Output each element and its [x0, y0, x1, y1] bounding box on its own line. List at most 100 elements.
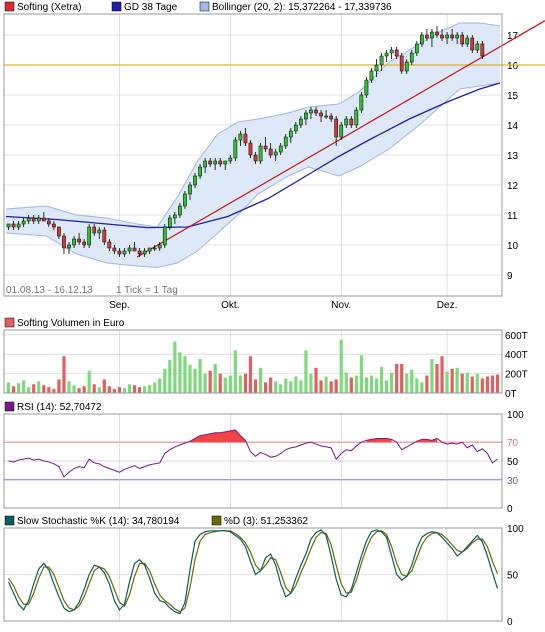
candle-body	[440, 34, 444, 39]
volume-bar	[258, 367, 263, 393]
volume-bar	[203, 373, 207, 393]
volume-bar	[445, 371, 449, 393]
volume-bar	[198, 359, 202, 393]
volume-tick-label: 0T	[505, 389, 517, 400]
volume-bar	[143, 386, 147, 393]
candle-body	[268, 148, 273, 156]
volume-bar	[188, 364, 192, 393]
candle-body	[404, 61, 409, 72]
date-range-label: 01.08.13 - 16.12.13	[6, 285, 93, 296]
volume-bar	[430, 359, 434, 393]
volume-bar	[173, 341, 177, 393]
volume-bar	[289, 381, 293, 393]
volume-bar	[92, 384, 96, 393]
candle-body	[238, 133, 243, 141]
candle-body	[31, 217, 36, 222]
candle-body	[208, 160, 213, 165]
tick-info-label: 1 Tick = 1 Tag	[116, 285, 178, 296]
volume-bar	[349, 377, 353, 393]
candle-body	[339, 124, 344, 138]
volume-bar	[253, 379, 258, 393]
volume-bar	[117, 387, 122, 393]
price-tick-label: 16	[507, 61, 519, 72]
candle-body	[450, 34, 454, 39]
volume-bar	[334, 379, 338, 393]
candle-body	[394, 49, 399, 57]
candle-body	[193, 175, 197, 186]
volume-bar	[11, 386, 16, 393]
volume-bar	[97, 387, 101, 393]
candle-body	[11, 223, 16, 228]
candle-body	[314, 109, 318, 114]
candle-body	[475, 43, 480, 51]
volume-bar	[248, 356, 253, 393]
candle-body	[152, 247, 157, 250]
volume-panel: 0T 200T 400T 600T	[3, 329, 528, 400]
volume-bar	[47, 387, 51, 393]
candle-body	[57, 226, 61, 237]
candle-body	[258, 145, 263, 162]
volume-bar	[27, 387, 31, 393]
price-tick-label: 10	[507, 241, 519, 252]
volume-bar	[495, 374, 500, 393]
volume-bar	[82, 386, 86, 393]
volume-bar	[354, 375, 358, 393]
volume-bar	[264, 382, 268, 393]
legend-label-volume: Softing Volumen in Euro	[17, 318, 125, 329]
candle-body	[430, 31, 434, 39]
month-label-sep: Sep.	[109, 300, 130, 311]
volume-bar	[213, 363, 217, 393]
legend-swatch-d	[211, 515, 222, 526]
volume-bar	[17, 383, 21, 393]
candle-body	[142, 250, 147, 255]
volume-bar	[37, 381, 41, 393]
stoch-frame	[3, 527, 503, 622]
volume-bar	[6, 382, 11, 393]
candle-body	[52, 223, 56, 228]
volume-bar	[324, 376, 328, 393]
volume-bar	[485, 376, 489, 393]
candle-body	[228, 157, 233, 162]
candle-body	[132, 247, 137, 252]
legend-swatch-volume	[4, 317, 15, 328]
stoch-tick-label: 50	[507, 571, 519, 582]
candle-body	[183, 193, 187, 207]
legend-swatch-ma	[111, 1, 122, 12]
volume-bar	[490, 375, 495, 393]
volume-bar	[132, 385, 137, 393]
volume-bar	[228, 375, 232, 393]
volume-bar	[42, 385, 46, 393]
stochastic-panel: 0 50 100	[3, 524, 524, 628]
volume-bar	[193, 368, 197, 393]
candle-body	[173, 214, 177, 219]
candle-body	[188, 184, 192, 195]
candle-body	[460, 34, 465, 45]
candle-body	[41, 217, 46, 222]
candle-body	[36, 217, 41, 222]
candle-body	[445, 34, 449, 39]
volume-bar	[440, 356, 444, 393]
candle-body	[409, 52, 414, 63]
volume-bar	[304, 350, 308, 393]
candle-body	[112, 247, 117, 252]
volume-bar	[415, 378, 419, 393]
volume-bar	[420, 382, 424, 393]
volume-bar	[450, 368, 454, 393]
candle-body	[223, 160, 228, 165]
candle-body	[102, 229, 107, 243]
rsi-frame	[3, 413, 503, 509]
volume-bar	[178, 352, 182, 393]
candle-body	[87, 226, 92, 246]
volume-bar	[395, 363, 399, 393]
legend-swatch-k	[4, 515, 15, 526]
bollinger-band-fill	[6, 23, 500, 268]
volume-bar	[359, 355, 363, 393]
candle-body	[21, 220, 26, 225]
volume-bar	[384, 380, 389, 393]
volume-bar	[339, 339, 343, 393]
volume-bar	[183, 356, 187, 393]
candle-body	[127, 247, 132, 252]
volume-bar	[400, 363, 404, 393]
stoch-k-line	[7, 529, 499, 615]
